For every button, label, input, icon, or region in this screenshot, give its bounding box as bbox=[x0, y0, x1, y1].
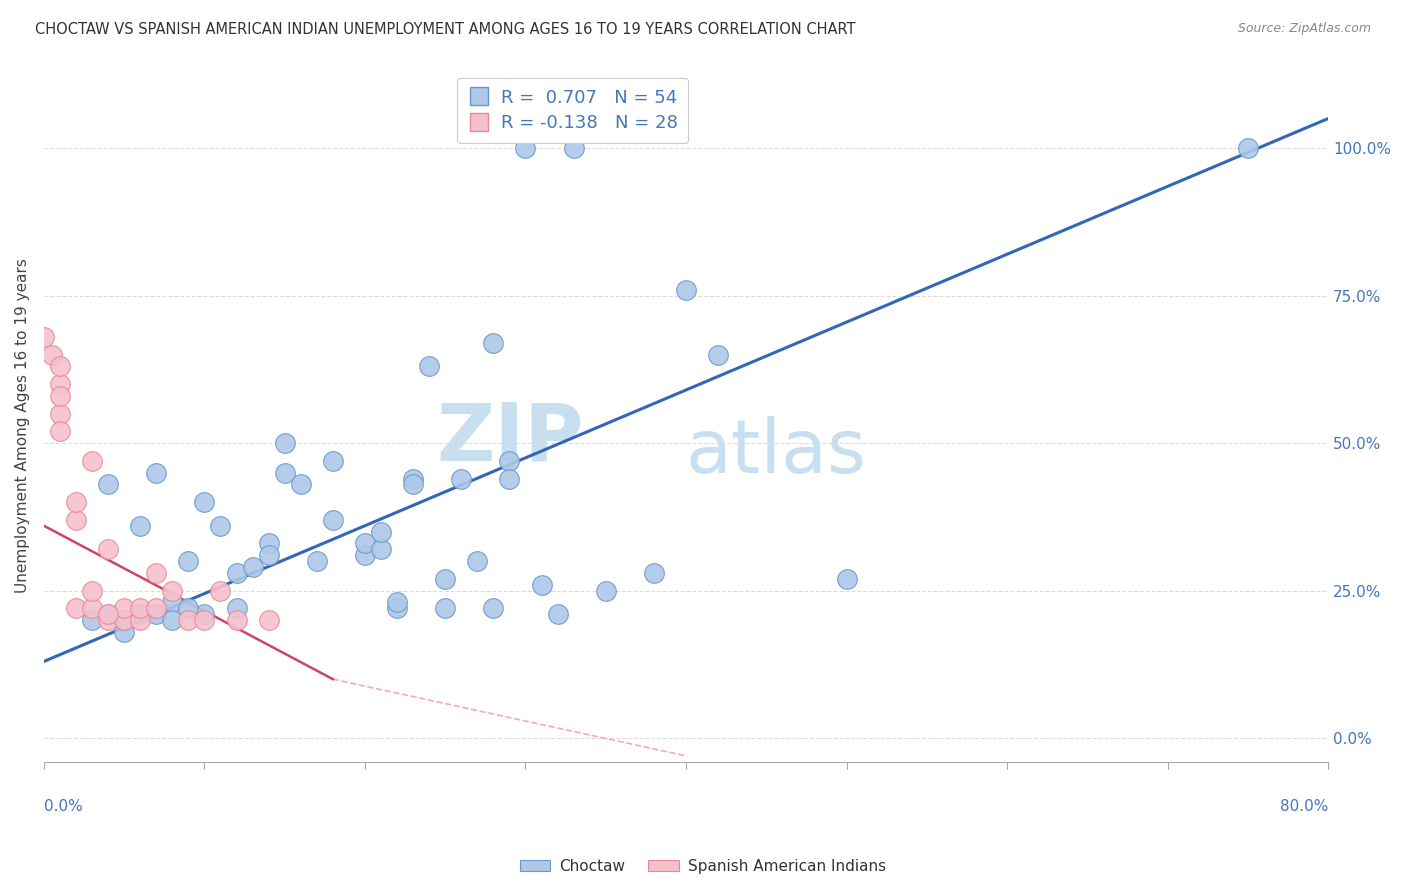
Point bbox=[354, 536, 377, 550]
Point bbox=[322, 454, 344, 468]
Point bbox=[162, 613, 184, 627]
Text: atlas: atlas bbox=[685, 416, 866, 489]
Point bbox=[80, 583, 103, 598]
Point bbox=[41, 348, 63, 362]
Point bbox=[225, 566, 247, 580]
Point bbox=[482, 601, 505, 615]
Point bbox=[80, 454, 103, 468]
Text: 80.0%: 80.0% bbox=[1279, 798, 1329, 814]
Point bbox=[49, 407, 72, 421]
Point bbox=[370, 542, 392, 557]
Point bbox=[547, 607, 569, 622]
Point bbox=[129, 607, 152, 622]
Point bbox=[257, 613, 280, 627]
Legend: Choctaw, Spanish American Indians: Choctaw, Spanish American Indians bbox=[513, 853, 893, 880]
Point bbox=[450, 471, 472, 485]
Point bbox=[162, 583, 184, 598]
Point bbox=[80, 601, 103, 615]
Text: 0.0%: 0.0% bbox=[44, 798, 83, 814]
Point bbox=[385, 601, 408, 615]
Point bbox=[129, 518, 152, 533]
Point bbox=[305, 554, 328, 568]
Point bbox=[145, 466, 167, 480]
Point bbox=[595, 583, 617, 598]
Point bbox=[49, 425, 72, 439]
Point bbox=[354, 548, 377, 562]
Point bbox=[162, 595, 184, 609]
Point bbox=[257, 536, 280, 550]
Point bbox=[112, 601, 135, 615]
Point bbox=[322, 513, 344, 527]
Point bbox=[242, 560, 264, 574]
Point bbox=[193, 613, 215, 627]
Point bbox=[707, 348, 730, 362]
Point bbox=[112, 624, 135, 639]
Point bbox=[193, 607, 215, 622]
Point bbox=[482, 335, 505, 350]
Point bbox=[49, 389, 72, 403]
Point bbox=[177, 554, 200, 568]
Point bbox=[145, 607, 167, 622]
Legend: R =  0.707   N = 54, R = -0.138   N = 28: R = 0.707 N = 54, R = -0.138 N = 28 bbox=[457, 78, 689, 143]
Point bbox=[370, 524, 392, 539]
Point bbox=[65, 601, 87, 615]
Point bbox=[257, 548, 280, 562]
Point bbox=[225, 601, 247, 615]
Text: Source: ZipAtlas.com: Source: ZipAtlas.com bbox=[1237, 22, 1371, 36]
Point bbox=[177, 613, 200, 627]
Point bbox=[97, 477, 120, 491]
Point bbox=[418, 359, 440, 374]
Point bbox=[498, 454, 520, 468]
Point bbox=[97, 607, 120, 622]
Point bbox=[465, 554, 488, 568]
Point bbox=[209, 518, 232, 533]
Point bbox=[112, 613, 135, 627]
Point bbox=[643, 566, 665, 580]
Point bbox=[193, 495, 215, 509]
Text: ZIP: ZIP bbox=[436, 400, 583, 478]
Point bbox=[65, 513, 87, 527]
Point bbox=[562, 141, 585, 155]
Point bbox=[273, 466, 295, 480]
Point bbox=[835, 572, 858, 586]
Point bbox=[177, 601, 200, 615]
Point bbox=[530, 578, 553, 592]
Point bbox=[97, 542, 120, 557]
Point bbox=[290, 477, 312, 491]
Point bbox=[65, 495, 87, 509]
Point bbox=[385, 595, 408, 609]
Point bbox=[80, 613, 103, 627]
Point bbox=[1237, 141, 1260, 155]
Point bbox=[97, 607, 120, 622]
Y-axis label: Unemployment Among Ages 16 to 19 years: Unemployment Among Ages 16 to 19 years bbox=[15, 258, 30, 593]
Point bbox=[32, 330, 55, 344]
Point bbox=[402, 471, 425, 485]
Point bbox=[225, 613, 247, 627]
Point bbox=[402, 477, 425, 491]
Point bbox=[434, 572, 457, 586]
Point bbox=[97, 613, 120, 627]
Point bbox=[209, 583, 232, 598]
Text: CHOCTAW VS SPANISH AMERICAN INDIAN UNEMPLOYMENT AMONG AGES 16 TO 19 YEARS CORREL: CHOCTAW VS SPANISH AMERICAN INDIAN UNEMP… bbox=[35, 22, 856, 37]
Point bbox=[129, 601, 152, 615]
Point bbox=[145, 601, 167, 615]
Point bbox=[145, 566, 167, 580]
Point bbox=[49, 377, 72, 392]
Point bbox=[515, 141, 537, 155]
Point bbox=[129, 613, 152, 627]
Point bbox=[273, 436, 295, 450]
Point bbox=[675, 283, 697, 297]
Point bbox=[434, 601, 457, 615]
Point bbox=[49, 359, 72, 374]
Point bbox=[112, 613, 135, 627]
Point bbox=[498, 471, 520, 485]
